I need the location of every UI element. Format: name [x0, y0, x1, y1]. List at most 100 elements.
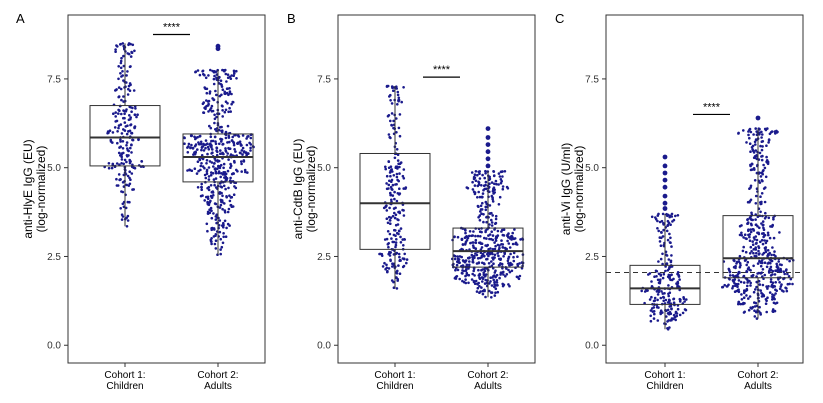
data-point	[739, 302, 742, 306]
data-point	[656, 219, 659, 223]
data-point	[391, 194, 395, 197]
data-point	[760, 155, 763, 158]
data-point	[479, 204, 483, 208]
data-point	[738, 254, 742, 258]
data-point	[122, 95, 125, 98]
data-point	[220, 152, 224, 155]
data-point	[472, 230, 475, 233]
data-point	[672, 218, 676, 222]
data-point	[471, 244, 475, 247]
data-point	[476, 173, 479, 177]
data-point	[125, 141, 129, 144]
data-point	[200, 148, 203, 152]
data-point	[228, 90, 232, 93]
data-point	[754, 138, 758, 142]
data-point	[224, 187, 227, 191]
data-point	[399, 235, 402, 239]
data-point	[746, 260, 750, 264]
data-point	[665, 212, 668, 216]
data-point	[107, 162, 111, 165]
data-point	[754, 218, 757, 221]
data-point	[204, 107, 207, 110]
data-point	[749, 306, 752, 310]
data-point	[657, 306, 660, 309]
data-point	[390, 123, 393, 127]
data-point	[744, 237, 747, 240]
data-point	[200, 154, 204, 157]
data-point	[394, 241, 398, 244]
data-point	[752, 248, 755, 251]
data-point	[493, 281, 496, 284]
data-point	[402, 187, 406, 190]
data-point	[211, 139, 215, 143]
data-point	[754, 127, 757, 130]
y-tick-label: 0.0	[317, 341, 331, 352]
data-point	[753, 179, 757, 182]
x-tick-label: Adults	[474, 381, 502, 392]
data-point	[226, 102, 229, 105]
data-point	[777, 260, 780, 263]
data-point	[494, 221, 498, 225]
data-point	[764, 241, 768, 245]
data-point	[127, 118, 131, 122]
data-point	[130, 110, 133, 113]
data-point	[773, 250, 776, 253]
data-point	[247, 152, 250, 155]
panel-letter: A	[16, 11, 25, 26]
outlier-point	[485, 156, 491, 162]
outlier-point	[662, 184, 668, 190]
data-point	[130, 50, 133, 54]
data-point	[480, 230, 483, 234]
data-point	[473, 254, 476, 258]
data-point	[186, 151, 190, 154]
outlier-point	[485, 163, 491, 169]
data-point	[219, 125, 222, 129]
data-point	[471, 258, 475, 262]
data-point	[471, 188, 475, 191]
data-point	[211, 172, 215, 175]
data-point	[226, 210, 230, 214]
data-point	[219, 248, 222, 251]
data-point	[666, 320, 669, 323]
data-point	[484, 183, 487, 187]
data-point	[196, 148, 199, 151]
data-point	[232, 69, 236, 73]
data-point	[126, 70, 129, 73]
data-point	[488, 289, 491, 293]
y-tick-label: 2.5	[585, 252, 599, 263]
data-point	[218, 230, 222, 234]
data-point	[199, 164, 203, 168]
data-point	[479, 235, 482, 238]
data-point	[112, 112, 115, 115]
data-point	[465, 263, 469, 267]
data-point	[491, 252, 494, 256]
data-point	[389, 165, 393, 168]
data-point	[657, 260, 660, 263]
data-point	[767, 216, 771, 220]
data-point	[474, 279, 478, 283]
data-point	[456, 255, 460, 258]
data-point	[470, 171, 474, 174]
data-point	[493, 294, 497, 297]
data-point	[506, 187, 510, 190]
x-tick-label: Cohort 2:	[197, 370, 238, 381]
data-point	[470, 253, 474, 257]
data-point	[399, 241, 403, 244]
data-point	[769, 268, 772, 272]
data-point	[220, 130, 224, 134]
data-point	[668, 215, 671, 219]
data-point	[767, 233, 770, 237]
data-point	[513, 228, 516, 231]
data-point	[658, 240, 662, 243]
data-point	[210, 237, 213, 240]
data-point	[467, 273, 471, 277]
data-point	[477, 274, 481, 277]
data-point	[221, 88, 225, 91]
data-point	[389, 222, 392, 225]
data-point	[775, 289, 778, 293]
data-point	[516, 262, 519, 266]
data-point	[226, 76, 230, 79]
data-point	[771, 293, 774, 296]
data-point	[462, 269, 466, 273]
data-point	[214, 247, 218, 250]
